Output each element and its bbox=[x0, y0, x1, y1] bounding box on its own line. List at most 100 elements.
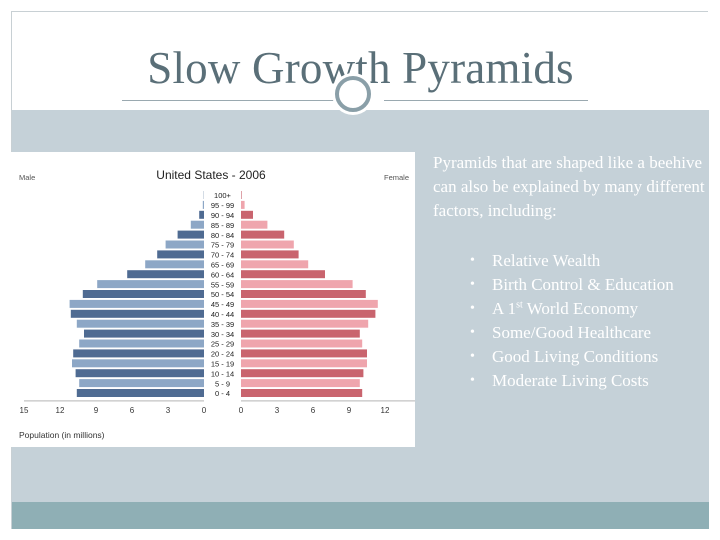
age-group-label: 10 - 14 bbox=[211, 369, 234, 378]
female-bar bbox=[241, 359, 367, 368]
age-group-label: 35 - 39 bbox=[211, 320, 234, 329]
age-group-label: 0 - 4 bbox=[215, 389, 230, 398]
female-bar bbox=[241, 329, 360, 338]
bullet-glyph: • bbox=[470, 253, 475, 268]
male-bar bbox=[73, 349, 204, 358]
bullet-glyph: • bbox=[470, 325, 475, 340]
age-group-label: 95 - 99 bbox=[211, 201, 234, 210]
list-item: • Moderate Living Costs bbox=[470, 369, 707, 393]
male-bar bbox=[69, 299, 204, 308]
x-tick-label: 9 bbox=[94, 406, 99, 415]
text-column: Pyramids that are shaped like a beehive … bbox=[422, 151, 707, 393]
male-bar bbox=[145, 260, 204, 269]
male-bar bbox=[97, 280, 204, 289]
female-bar bbox=[241, 339, 363, 348]
age-group-label: 25 - 29 bbox=[211, 340, 234, 349]
bullet-glyph: • bbox=[470, 301, 475, 316]
age-group-label: 90 - 94 bbox=[211, 211, 234, 220]
male-bar bbox=[202, 200, 204, 209]
female-bar bbox=[241, 349, 367, 358]
male-label: Male bbox=[19, 173, 35, 182]
list-item-text: Good Living Conditions bbox=[492, 347, 659, 366]
male-bar bbox=[79, 379, 204, 388]
list-item-text: Birth Control & Education bbox=[492, 275, 674, 294]
age-group-label: 40 - 44 bbox=[211, 310, 234, 319]
population-pyramid-chart: 100+ 95 - 99 90 - 94 85 - 89 80 - 84 75 - 79 7… bbox=[7, 152, 415, 447]
female-bar bbox=[241, 299, 378, 308]
male-bar bbox=[76, 319, 204, 328]
age-group-label: 100+ bbox=[214, 191, 232, 200]
list-item-suffix: World Economy bbox=[522, 299, 639, 318]
x-tick-label: 6 bbox=[311, 406, 316, 415]
list-item-text: Moderate Living Costs bbox=[492, 371, 649, 390]
age-group-label: 80 - 84 bbox=[211, 231, 234, 240]
intro-paragraph: Pyramids that are shaped like a beehive … bbox=[433, 153, 705, 220]
male-bar bbox=[84, 329, 204, 338]
age-group-label: 50 - 54 bbox=[211, 290, 234, 299]
title-circle-ornament bbox=[335, 76, 371, 112]
list-item-superscript: st bbox=[516, 299, 523, 311]
male-bar bbox=[157, 250, 204, 259]
list-item-text: Relative Wealth bbox=[492, 251, 601, 270]
female-bar bbox=[241, 389, 363, 397]
x-tick-label: 12 bbox=[56, 406, 65, 415]
female-bar bbox=[241, 379, 360, 388]
x-tick-label: 6 bbox=[130, 406, 135, 415]
female-bar bbox=[241, 369, 364, 378]
x-tick-label: 3 bbox=[275, 406, 280, 415]
list-item-text: Some/Good Healthcare bbox=[492, 323, 652, 342]
age-group-label: 15 - 19 bbox=[211, 360, 234, 369]
male-bar bbox=[82, 290, 204, 298]
male-bar bbox=[127, 270, 204, 279]
list-item: • Good Living Conditions bbox=[470, 345, 707, 369]
bullet-glyph: • bbox=[470, 373, 475, 388]
female-bar bbox=[241, 200, 245, 209]
age-group-label: 30 - 34 bbox=[211, 330, 234, 339]
male-bar bbox=[70, 309, 204, 318]
bullet-glyph: • bbox=[470, 349, 475, 364]
female-bar bbox=[241, 240, 294, 249]
age-group-label: 5 - 9 bbox=[215, 379, 230, 388]
x-tick-label: 9 bbox=[347, 406, 352, 415]
age-group-label: 45 - 49 bbox=[211, 300, 234, 309]
male-bar bbox=[72, 359, 204, 368]
chart-background bbox=[7, 152, 415, 447]
female-bar bbox=[241, 220, 268, 229]
male-bar bbox=[190, 220, 204, 229]
male-bar bbox=[75, 369, 204, 378]
age-group-label: 20 - 24 bbox=[211, 350, 234, 359]
male-bar bbox=[177, 230, 204, 239]
female-label: Female bbox=[384, 173, 409, 182]
bullet-glyph: • bbox=[470, 277, 475, 292]
age-group-label: 60 - 64 bbox=[211, 270, 234, 279]
x-tick-label: 12 bbox=[381, 406, 390, 415]
female-bar bbox=[241, 191, 242, 199]
female-bar bbox=[241, 250, 299, 259]
age-group-label: 75 - 79 bbox=[211, 241, 234, 250]
list-item-text: A 1 bbox=[492, 299, 517, 318]
title-divider-right bbox=[384, 100, 588, 101]
female-bar bbox=[241, 280, 353, 289]
age-group-label: 55 - 59 bbox=[211, 280, 234, 289]
age-group-label: 70 - 74 bbox=[211, 251, 234, 260]
female-bar bbox=[241, 230, 285, 239]
male-bar bbox=[199, 210, 204, 219]
age-group-label: 85 - 89 bbox=[211, 221, 234, 230]
female-bar bbox=[241, 319, 369, 328]
x-tick-label: 15 bbox=[20, 406, 29, 415]
title-divider-left bbox=[122, 100, 350, 101]
female-bar bbox=[241, 290, 366, 298]
age-group-label: 65 - 69 bbox=[211, 261, 234, 270]
footer-band bbox=[12, 502, 709, 529]
female-bar bbox=[241, 210, 253, 219]
x-tick-label: 0 bbox=[239, 406, 244, 415]
x-tick-label: 0 bbox=[202, 406, 207, 415]
male-bar bbox=[76, 389, 204, 397]
x-tick-label: 3 bbox=[166, 406, 171, 415]
female-bar bbox=[241, 270, 325, 279]
x-axis-label: Population (in millions) bbox=[19, 430, 105, 440]
factor-list: • Relative Wealth • Birth Control & Educat… bbox=[470, 249, 707, 393]
male-bar bbox=[165, 240, 204, 249]
female-bar bbox=[241, 309, 376, 318]
